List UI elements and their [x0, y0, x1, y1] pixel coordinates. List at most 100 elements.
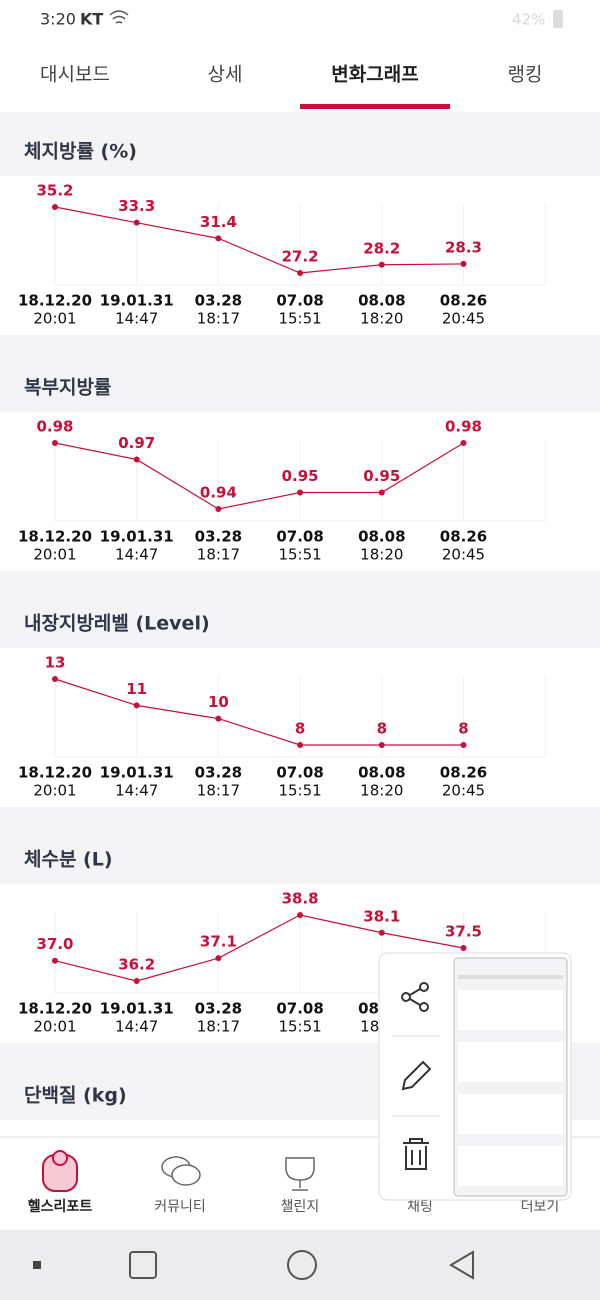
date-label: 03.28 — [195, 764, 242, 782]
date-label: 08.08 — [358, 292, 405, 310]
data-point — [215, 715, 222, 722]
data-point — [133, 978, 140, 984]
value-label: 36.2 — [118, 956, 155, 974]
value-label: 35.2 — [36, 182, 73, 200]
time-label: 20:01 — [33, 546, 76, 564]
data-point — [215, 235, 222, 242]
date-label: 08.26 — [440, 528, 487, 546]
tab[interactable]: 랭킹 — [508, 64, 543, 86]
time-label: 18:17 — [197, 782, 240, 800]
value-label: 0.95 — [363, 467, 400, 485]
system-bar — [0, 1230, 600, 1300]
date-label: 19.01.31 — [100, 1000, 174, 1018]
time-label: 18:17 — [197, 310, 240, 328]
battery-icon — [553, 10, 563, 28]
time-label: 20:45 — [442, 782, 485, 800]
date-label: 03.28 — [195, 1000, 242, 1018]
chart-title: 단백질 (kg) — [24, 1085, 127, 1107]
date-label: 03.28 — [195, 528, 242, 546]
sys-home[interactable] — [287, 1250, 317, 1280]
chart-title: 체수분 (L) — [24, 849, 113, 871]
value-label: 0.95 — [282, 467, 319, 485]
nav-label[interactable]: 커뮤니티 — [154, 1199, 206, 1215]
time-label: 20:01 — [33, 1018, 76, 1036]
value-label: 27.2 — [282, 248, 319, 266]
sys-recent[interactable] — [129, 1251, 157, 1279]
sys-dot[interactable] — [33, 1261, 41, 1269]
chart-title: 복부지방률 — [24, 377, 111, 399]
data-point — [52, 440, 58, 446]
time-label: 20:45 — [442, 310, 485, 328]
value-label: 8 — [295, 720, 305, 738]
thumb-card — [458, 1042, 563, 1082]
data-point — [133, 702, 140, 709]
data-point — [52, 957, 58, 964]
chart-title: 체지방률 (%) — [24, 141, 137, 163]
date-label: 03.28 — [195, 292, 242, 310]
date-label: 18.12.20 — [18, 764, 92, 782]
value-label: 13 — [45, 654, 66, 672]
value-label: 33.3 — [118, 197, 155, 215]
time-label: 18:20 — [360, 782, 403, 800]
edit-button[interactable] — [401, 1060, 432, 1091]
nav-label[interactable]: 채팅 — [407, 1199, 433, 1215]
time-label: 20:01 — [33, 782, 76, 800]
nav-label[interactable]: 챌린지 — [281, 1199, 320, 1215]
thumb-card — [458, 1146, 563, 1186]
wifi-icon — [109, 10, 129, 24]
tab[interactable]: 변화그래프 — [331, 64, 418, 86]
time-label: 14:47 — [115, 782, 158, 800]
value-label: 8 — [458, 720, 468, 738]
data-point — [378, 489, 385, 496]
value-label: 28.3 — [445, 238, 482, 256]
data-point — [52, 676, 58, 682]
status-time: 3:20 — [40, 10, 76, 29]
date-label: 08.26 — [440, 292, 487, 310]
data-point — [460, 260, 467, 267]
data-line — [54, 442, 464, 510]
date-label: 18.12.20 — [18, 528, 92, 546]
tab[interactable]: 대시보드 — [40, 64, 110, 86]
value-label: 0.94 — [200, 484, 237, 502]
chart-title: 내장지방레벨 (Level) — [24, 613, 210, 635]
time-label: 20:01 — [33, 310, 76, 328]
data-point — [297, 912, 304, 918]
status-battery: 42% — [512, 11, 545, 29]
nav-label[interactable]: 헬스리포트 — [28, 1198, 93, 1215]
nav-label[interactable]: 더보기 — [521, 1199, 560, 1215]
data-point — [378, 261, 385, 268]
tab-underline — [300, 104, 450, 109]
data-point — [133, 219, 140, 226]
value-label: 11 — [126, 680, 147, 698]
time-label: 14:47 — [115, 310, 158, 328]
nav-icon — [171, 1164, 201, 1186]
value-label: 0.98 — [36, 418, 73, 436]
sys-back[interactable] — [449, 1250, 474, 1280]
data-point — [297, 742, 304, 748]
data-point — [378, 929, 385, 936]
value-label: 37.0 — [36, 935, 73, 953]
date-label: 07.08 — [276, 292, 323, 310]
header-bg — [0, 0, 600, 112]
data-point — [460, 945, 467, 951]
time-label: 18:20 — [360, 546, 403, 564]
status-carrier: KT — [80, 10, 103, 29]
date-label: 19.01.31 — [100, 764, 174, 782]
date-label: 07.08 — [276, 1000, 323, 1018]
time-label: 18:20 — [360, 310, 403, 328]
thumb-tabs — [458, 975, 563, 979]
value-label: 0.98 — [445, 418, 482, 436]
tab[interactable]: 상세 — [208, 64, 243, 86]
data-line — [54, 206, 464, 274]
time-label: 14:47 — [115, 1018, 158, 1036]
time-label: 15:51 — [278, 310, 321, 328]
delete-button[interactable] — [403, 1138, 429, 1170]
data-point — [297, 270, 304, 276]
time-label: 15:51 — [278, 782, 321, 800]
date-label: 19.01.31 — [100, 292, 174, 310]
share-button[interactable] — [401, 982, 429, 1012]
nav-icon — [285, 1157, 315, 1191]
data-point — [460, 742, 467, 748]
value-label: 38.1 — [363, 907, 400, 925]
